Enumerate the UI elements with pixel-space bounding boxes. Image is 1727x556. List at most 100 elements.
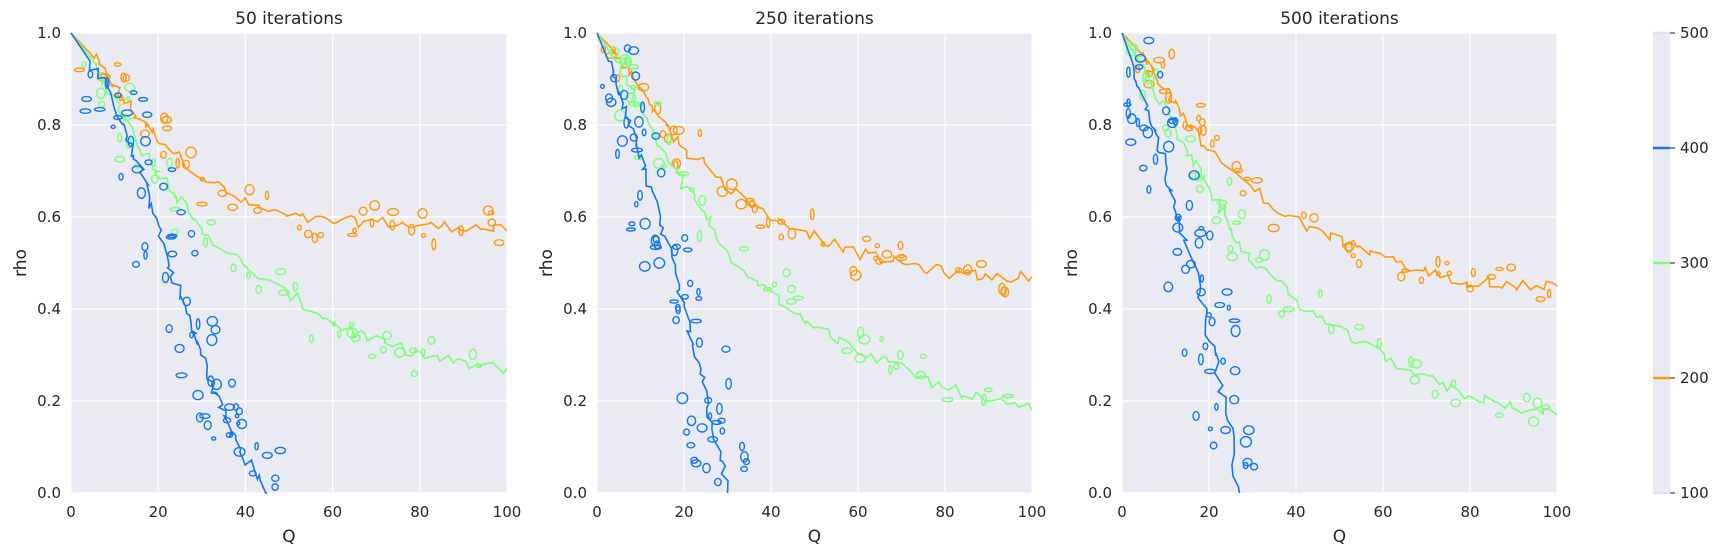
contour-fragment-level-400 — [634, 200, 639, 208]
contour-fragment-level-400 — [690, 318, 702, 324]
contour-fragment-level-300 — [738, 246, 750, 252]
plot-area — [597, 33, 1032, 493]
contour-fragment-level-300 — [1142, 71, 1147, 84]
contour-fragment-level-200 — [809, 208, 815, 221]
contour-fragment-level-200 — [1243, 176, 1252, 182]
contour-fragment-level-400 — [1229, 366, 1241, 376]
contour-fragment-level-400 — [1163, 281, 1174, 293]
contour-fragment-level-300 — [475, 363, 483, 369]
contour-fragment-level-400 — [191, 249, 199, 257]
contour-fragment-level-300 — [888, 364, 893, 375]
contour-fragment-level-300 — [308, 334, 314, 344]
contour-fragment-level-400 — [1180, 264, 1191, 274]
contour-fragment-level-400 — [1208, 316, 1216, 327]
contour-fragment-level-200 — [487, 218, 497, 227]
contour-fragment-level-400 — [104, 77, 110, 89]
contour-fragment-level-400 — [1188, 170, 1200, 181]
contour-fragment-level-200 — [748, 199, 756, 209]
contour-fragment-level-200 — [458, 224, 464, 237]
x-tick-label: 80 — [1460, 503, 1479, 521]
contour-line-level-200 — [70, 32, 508, 233]
contour-fragment-level-400 — [192, 389, 204, 401]
contour-fragment-level-400 — [690, 459, 702, 468]
colorbar-tick-label: 500 — [1680, 24, 1709, 42]
x-tick-label: 40 — [1286, 503, 1305, 521]
contour-fragment-level-400 — [210, 324, 221, 335]
contour-fragment-level-400 — [1230, 324, 1241, 338]
contour-fragment-level-300 — [255, 284, 263, 295]
contour-fragment-level-400 — [623, 116, 630, 129]
contour-fragment-level-400 — [1205, 312, 1213, 318]
contour-fragment-level-400 — [725, 377, 732, 390]
contour-fragment-level-200 — [217, 189, 228, 198]
contour-fragment-level-200 — [317, 231, 325, 239]
contour-fragment-level-200 — [849, 269, 862, 281]
contour-fragment-level-300 — [124, 82, 136, 93]
contour-fragment-level-400 — [210, 436, 217, 441]
contour-fragment-level-400 — [716, 402, 723, 415]
contour-fragment-level-400 — [702, 462, 711, 474]
contour-fragment-level-200 — [1300, 211, 1307, 220]
contour-fragment-level-200 — [120, 72, 127, 83]
contour-fragment-level-400 — [1134, 53, 1147, 63]
y-tick-label: 0.2 — [563, 392, 587, 410]
contour-fragment-level-200 — [765, 216, 771, 229]
contour-fragment-level-400 — [1134, 63, 1144, 70]
contour-fragment-level-400 — [182, 296, 192, 307]
contour-fragment-level-400 — [721, 345, 731, 353]
contour-fragment-level-300 — [609, 46, 620, 58]
y-tick-label: 0.6 — [1088, 208, 1112, 226]
contour-fragment-level-300 — [1376, 338, 1383, 350]
y-tick-label: 0.8 — [563, 116, 587, 134]
contour-fragment-level-200 — [1350, 252, 1356, 259]
contour-fragment-level-300 — [275, 268, 287, 276]
contour-fragment-level-300 — [1226, 176, 1233, 186]
contour-fragment-level-300 — [1540, 404, 1551, 411]
contour-fragment-level-400 — [1220, 425, 1232, 435]
contour-fragment-level-300 — [786, 298, 797, 305]
contour-fragment-level-400 — [1226, 304, 1232, 311]
y-tick-label: 1.0 — [563, 24, 587, 42]
contour-fragment-level-400 — [740, 450, 749, 463]
contour-fragment-level-400 — [211, 378, 223, 391]
contour-fragment-level-400 — [233, 446, 246, 457]
contour-fragment-level-400 — [1185, 259, 1197, 269]
contour-fragment-level-400 — [695, 337, 704, 348]
contour-fragment-level-200 — [755, 224, 766, 230]
contour-fragment-level-300 — [856, 326, 865, 339]
contour-fragment-level-200 — [387, 207, 400, 217]
contour-fragment-level-300 — [854, 353, 866, 364]
y-tick-label: 0.2 — [1088, 392, 1112, 410]
contour-fragment-level-200 — [897, 253, 906, 259]
contour-line-level-400 — [1121, 32, 1241, 494]
x-tick-label: 100 — [1018, 503, 1047, 521]
contour-fragment-level-200 — [358, 206, 368, 216]
contour-fragment-level-300 — [1227, 244, 1234, 253]
contour-fragment-level-400 — [127, 135, 135, 148]
contour-fragment-level-300 — [1317, 289, 1323, 298]
contour-fragment-level-400 — [161, 271, 170, 284]
contour-fragment-level-200 — [1152, 56, 1166, 64]
contour-fragment-level-300 — [427, 336, 436, 346]
contour-fragment-level-400 — [1162, 140, 1175, 153]
contour-fragment-level-400 — [174, 343, 185, 354]
contour-fragment-level-200 — [1495, 266, 1504, 272]
contour-fragment-level-200 — [1209, 139, 1215, 148]
contour-fragment-level-200 — [1396, 271, 1406, 282]
panel-title: 500 iterations — [1280, 9, 1399, 29]
contour-fragment-level-300 — [1354, 323, 1365, 331]
contour-fragment-level-300 — [117, 132, 123, 143]
contour-fragment-level-300 — [331, 321, 337, 327]
contour-fragment-level-200 — [1231, 160, 1242, 173]
x-tick-label: 100 — [493, 503, 522, 521]
y-tick-label: 1.0 — [1088, 24, 1112, 42]
contour-fragment-level-300 — [1001, 393, 1015, 399]
contour-fragment-level-300 — [367, 353, 377, 359]
contour-fragment-level-400 — [1202, 342, 1209, 351]
contour-fragment-level-200 — [1250, 176, 1263, 184]
contour-fragment-level-200 — [369, 217, 375, 228]
contour-fragment-level-300 — [771, 281, 778, 288]
x-tick-label: 40 — [236, 503, 255, 521]
contour-fragment-level-400 — [615, 148, 621, 160]
contour-fragment-level-200 — [175, 157, 180, 169]
